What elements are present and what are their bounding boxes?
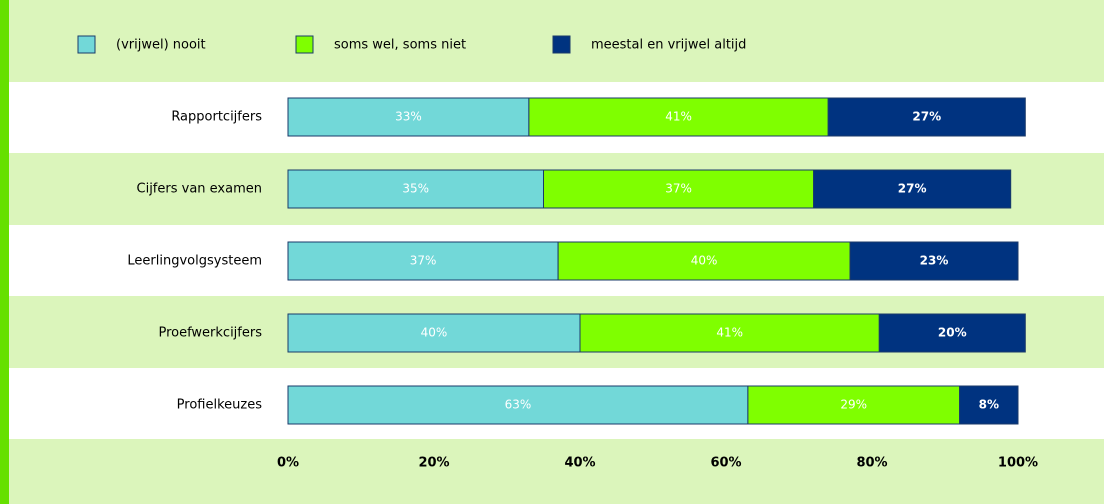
side-stripe — [0, 0, 9, 504]
bar-segment — [849, 241, 1019, 281]
legend-swatch — [77, 35, 96, 54]
x-tick-label: 100% — [998, 456, 1038, 471]
value-label: 27% — [898, 182, 927, 196]
legend-label: soms wel, soms niet — [334, 38, 466, 53]
x-tick-label: 0% — [277, 456, 299, 471]
value-label: 37% — [665, 182, 692, 196]
x-tick-label: 20% — [418, 456, 449, 471]
x-tick-label: 60% — [710, 456, 741, 471]
legend-label: (vrijwel) nooit — [116, 38, 206, 53]
bar-segment — [543, 169, 815, 209]
legend-label: meestal en vrijwel altijd — [591, 38, 746, 53]
bar-segment — [579, 313, 880, 353]
category-label: Rapportcijfers — [171, 110, 262, 125]
category-label: Leerlingvolgsysteem — [127, 254, 262, 269]
bar-segment — [827, 97, 1026, 137]
value-label: 23% — [920, 254, 949, 268]
category-label: Profielkeuzes — [177, 398, 263, 413]
value-label: 20% — [938, 326, 967, 340]
bar-segment — [287, 385, 749, 425]
bar-segment — [287, 97, 530, 137]
value-label: 27% — [912, 110, 941, 124]
bar-segment — [287, 169, 544, 209]
bar-segment — [813, 169, 1012, 209]
value-label: 40% — [691, 254, 718, 268]
value-label: 63% — [505, 398, 532, 412]
legend-swatch — [295, 35, 314, 54]
value-label: 37% — [410, 254, 437, 268]
bar-segment — [878, 313, 1026, 353]
category-label: Proefwerkcijfers — [158, 326, 262, 341]
value-label: 29% — [840, 398, 867, 412]
value-label: 8% — [979, 398, 999, 412]
bar-segment — [528, 97, 829, 137]
x-tick-label: 40% — [564, 456, 595, 471]
bar-segment — [287, 313, 581, 353]
x-tick-label: 80% — [856, 456, 887, 471]
bar-segment — [747, 385, 961, 425]
bar-segment — [287, 241, 559, 281]
value-label: 35% — [402, 182, 429, 196]
category-label: Cijfers van examen — [137, 182, 263, 197]
legend-swatch — [552, 35, 571, 54]
value-label: 40% — [421, 326, 448, 340]
value-label: 33% — [395, 110, 422, 124]
value-label: 41% — [716, 326, 743, 340]
value-label: 41% — [665, 110, 692, 124]
bar-segment — [959, 385, 1019, 425]
